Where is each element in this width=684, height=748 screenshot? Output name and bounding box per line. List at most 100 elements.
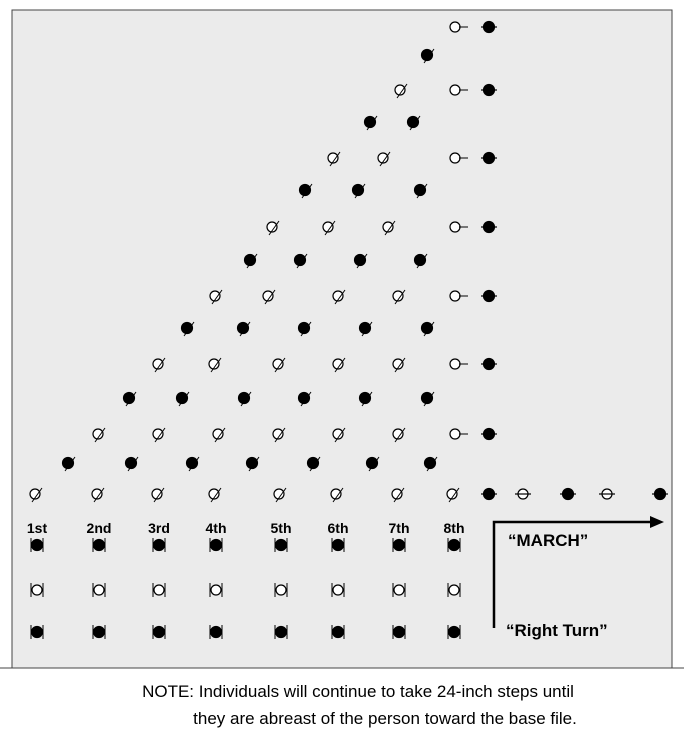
step-mark	[240, 391, 252, 407]
open-marcher	[382, 221, 394, 233]
step-mark	[448, 487, 460, 503]
step-mark	[334, 357, 346, 373]
step-mark	[324, 220, 336, 236]
filled-marcher	[243, 253, 257, 267]
filled-marcher	[413, 253, 427, 267]
file-label: 2nd	[87, 520, 112, 536]
open-marcher	[449, 428, 461, 440]
step-mark	[246, 253, 258, 269]
march-label: “MARCH”	[508, 531, 588, 550]
filled-marcher	[297, 321, 311, 335]
filled-marcher	[363, 115, 377, 129]
open-marcher	[449, 21, 461, 33]
open-marcher	[208, 488, 220, 500]
step-mark	[183, 321, 195, 337]
step-mark	[416, 253, 428, 269]
open-marcher	[332, 290, 344, 302]
step-mark	[379, 151, 391, 167]
open-marcher	[446, 488, 458, 500]
open-marcher	[449, 358, 461, 370]
open-marcher	[377, 152, 389, 164]
filled-marcher	[236, 321, 250, 335]
step-mark	[300, 391, 312, 407]
open-marcher	[272, 428, 284, 440]
open-marcher	[262, 290, 274, 302]
filled-marcher	[353, 253, 367, 267]
file-label: 7th	[389, 520, 410, 536]
filled-marcher	[245, 456, 259, 470]
open-marcher	[392, 428, 404, 440]
step-mark	[94, 427, 106, 443]
open-marcher	[152, 428, 164, 440]
step-mark	[356, 253, 368, 269]
turn-arrow	[492, 520, 652, 628]
step-mark	[178, 391, 190, 407]
open-marcher	[91, 488, 103, 500]
step-mark	[334, 289, 346, 305]
step-mark	[248, 456, 260, 472]
open-marcher	[272, 358, 284, 370]
open-marcher	[31, 584, 43, 596]
step-mark	[384, 220, 396, 236]
step-mark	[214, 427, 226, 443]
step-mark	[154, 427, 166, 443]
filled-marcher	[420, 48, 434, 62]
open-marcher	[448, 584, 460, 596]
step-mark	[153, 487, 165, 503]
step-mark	[296, 253, 308, 269]
filled-marcher	[297, 391, 311, 405]
step-mark	[64, 456, 76, 472]
panel	[11, 9, 673, 669]
step-mark	[301, 183, 313, 199]
formation: 1st 2nd 3rd 4th 5th 6th 7th 8th	[27, 20, 668, 639]
step-mark	[354, 183, 366, 199]
open-marcher	[449, 221, 461, 233]
open-marcher	[449, 84, 461, 96]
open-marcher	[273, 488, 285, 500]
open-marcher	[29, 488, 41, 500]
step-mark	[274, 357, 286, 373]
open-marcher	[327, 152, 339, 164]
open-marcher	[449, 152, 461, 164]
open-marcher	[209, 290, 221, 302]
filled-marcher	[306, 456, 320, 470]
step-mark	[368, 456, 380, 472]
filled-marcher	[392, 625, 406, 639]
filled-marcher	[331, 625, 345, 639]
filled-marcher	[420, 391, 434, 405]
filled-marcher	[406, 115, 420, 129]
filled-marcher	[30, 625, 44, 639]
step-mark	[93, 487, 105, 503]
step-mark	[329, 151, 341, 167]
filled-marcher	[358, 391, 372, 405]
filled-marcher	[124, 456, 138, 470]
step-mark	[396, 83, 408, 99]
open-marcher	[92, 428, 104, 440]
open-marcher	[322, 221, 334, 233]
step-mark	[426, 456, 438, 472]
filled-marcher	[358, 321, 372, 335]
step-mark	[366, 115, 378, 131]
file-label: 6th	[328, 520, 349, 536]
open-marcher	[266, 221, 278, 233]
file-label: 8th	[444, 520, 465, 536]
open-marcher	[393, 584, 405, 596]
step-mark	[188, 456, 200, 472]
filled-marcher	[237, 391, 251, 405]
filled-marcher	[209, 538, 223, 552]
open-marcher	[332, 428, 344, 440]
open-marcher	[153, 584, 165, 596]
step-mark	[361, 321, 373, 337]
filled-marcher	[420, 321, 434, 335]
step-mark	[210, 357, 222, 373]
open-marcher	[208, 358, 220, 370]
step-mark	[332, 487, 344, 503]
step-mark	[361, 391, 373, 407]
step-mark	[274, 427, 286, 443]
filled-marcher	[30, 538, 44, 552]
filled-marcher	[293, 253, 307, 267]
open-marcher	[212, 428, 224, 440]
step-mark	[300, 321, 312, 337]
